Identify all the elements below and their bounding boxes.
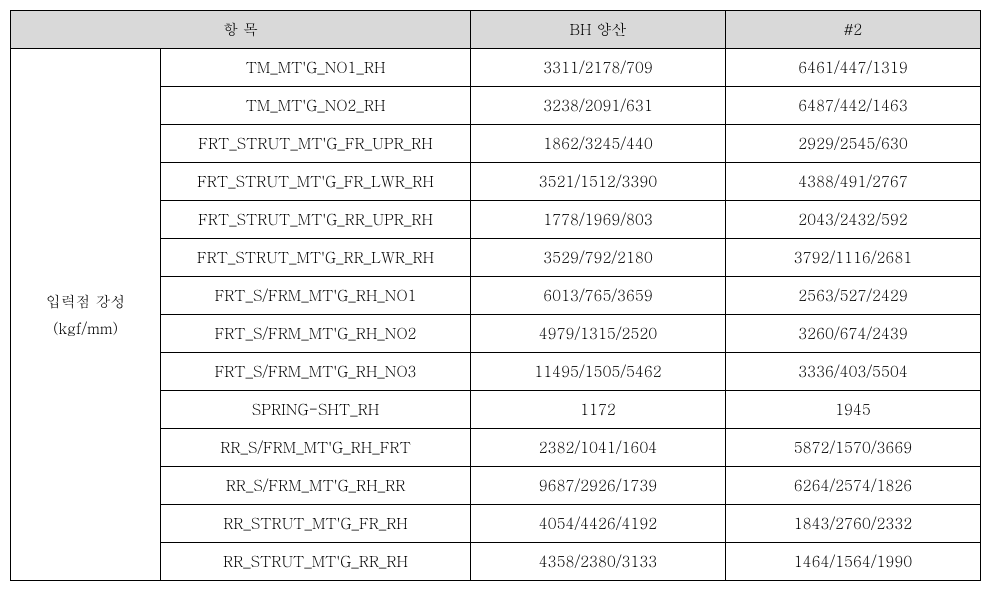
cell-bh: 4054/4426/4192 [471,505,726,543]
cell-num2: 2563/527/2429 [726,277,981,315]
cell-num2: 4388/491/2767 [726,163,981,201]
cell-bh: 11495/1505/5462 [471,353,726,391]
cell-bh: 1778/1969/803 [471,201,726,239]
cell-item: TM_MT'G_NO1_RH [161,49,471,87]
cell-item: TM_MT'G_NO2_RH [161,87,471,125]
cell-num2: 6487/442/1463 [726,87,981,125]
cell-num2: 1843/2760/2332 [726,505,981,543]
table-body: 입력점 강성(kgf/mm)TM_MT'G_NO1_RH3311/2178/70… [11,49,981,581]
cell-bh: 1862/3245/440 [471,125,726,163]
table-header-row: 항 목 BH 양산 #2 [11,11,981,49]
cell-item: RR_STRUT_MT'G_FR_RH [161,505,471,543]
header-category-item: 항 목 [11,11,471,49]
cell-bh: 4358/2380/3133 [471,543,726,581]
cell-num2: 5872/1570/3669 [726,429,981,467]
cell-bh: 1172 [471,391,726,429]
row-group-label-line2: (kgf/mm) [21,315,150,342]
cell-item: FRT_STRUT_MT'G_RR_UPR_RH [161,201,471,239]
cell-item: FRT_STRUT_MT'G_FR_LWR_RH [161,163,471,201]
cell-item: FRT_S/FRM_MT'G_RH_NO1 [161,277,471,315]
cell-num2: 2929/2545/630 [726,125,981,163]
cell-item: FRT_S/FRM_MT'G_RH_NO2 [161,315,471,353]
cell-item: RR_S/FRM_MT'G_RH_RR [161,467,471,505]
cell-num2: 6264/2574/1826 [726,467,981,505]
cell-item: FRT_STRUT_MT'G_FR_UPR_RH [161,125,471,163]
cell-num2: 3260/674/2439 [726,315,981,353]
cell-bh: 3529/792/2180 [471,239,726,277]
cell-bh: 9687/2926/1739 [471,467,726,505]
cell-num2: 6461/447/1319 [726,49,981,87]
cell-bh: 3521/1512/3390 [471,163,726,201]
cell-bh: 4979/1315/2520 [471,315,726,353]
cell-bh: 2382/1041/1604 [471,429,726,467]
cell-num2: 3336/403/5504 [726,353,981,391]
header-bh: BH 양산 [471,11,726,49]
cell-item: RR_S/FRM_MT'G_RH_FRT [161,429,471,467]
cell-num2: 1464/1564/1990 [726,543,981,581]
cell-num2: 2043/2432/592 [726,201,981,239]
table-row: 입력점 강성(kgf/mm)TM_MT'G_NO1_RH3311/2178/70… [11,49,981,87]
cell-bh: 3238/2091/631 [471,87,726,125]
cell-item: RR_STRUT_MT'G_RR_RH [161,543,471,581]
row-group-label-line1: 입력점 강성 [21,288,150,315]
cell-bh: 6013/765/3659 [471,277,726,315]
cell-item: SPRING-SHT_RH [161,391,471,429]
cell-item: FRT_STRUT_MT'G_RR_LWR_RH [161,239,471,277]
header-num2: #2 [726,11,981,49]
cell-bh: 3311/2178/709 [471,49,726,87]
cell-num2: 3792/1116/2681 [726,239,981,277]
cell-num2: 1945 [726,391,981,429]
cell-item: FRT_S/FRM_MT'G_RH_NO3 [161,353,471,391]
data-table: 항 목 BH 양산 #2 입력점 강성(kgf/mm)TM_MT'G_NO1_R… [10,10,981,581]
row-group-label: 입력점 강성(kgf/mm) [11,49,161,581]
